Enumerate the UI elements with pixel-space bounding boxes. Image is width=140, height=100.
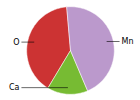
svg-text:Mn: Mn <box>122 37 134 46</box>
svg-text:O: O <box>13 38 19 47</box>
svg-text:Ca: Ca <box>9 83 20 92</box>
